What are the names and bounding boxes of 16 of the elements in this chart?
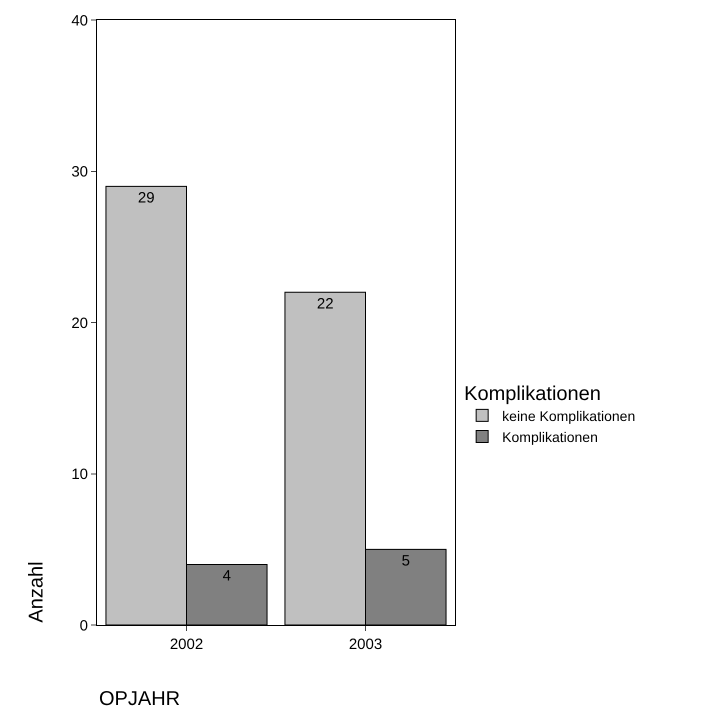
y-tick-label: 30 <box>71 164 88 180</box>
x-tick-label: 2002 <box>170 636 204 653</box>
legend-label: Komplikationen <box>502 429 598 446</box>
y-tick-label: 20 <box>71 314 88 332</box>
legend-label: keine Komplikationen <box>502 408 636 424</box>
data-label: 29 <box>138 189 155 206</box>
y-tick-label: 10 <box>71 466 88 483</box>
x-axis-title: OPJAHR <box>99 688 180 710</box>
data-label: 22 <box>316 295 334 312</box>
data-label: 5 <box>402 552 410 570</box>
y-axis-title: Anzahl <box>26 561 48 623</box>
y-tick-label: 40 <box>71 12 88 30</box>
legend-title: Komplikationen <box>464 382 601 405</box>
x-tick-label: 2003 <box>348 636 382 653</box>
y-tick-label: 0 <box>80 617 88 634</box>
data-label: 4 <box>222 568 231 584</box>
